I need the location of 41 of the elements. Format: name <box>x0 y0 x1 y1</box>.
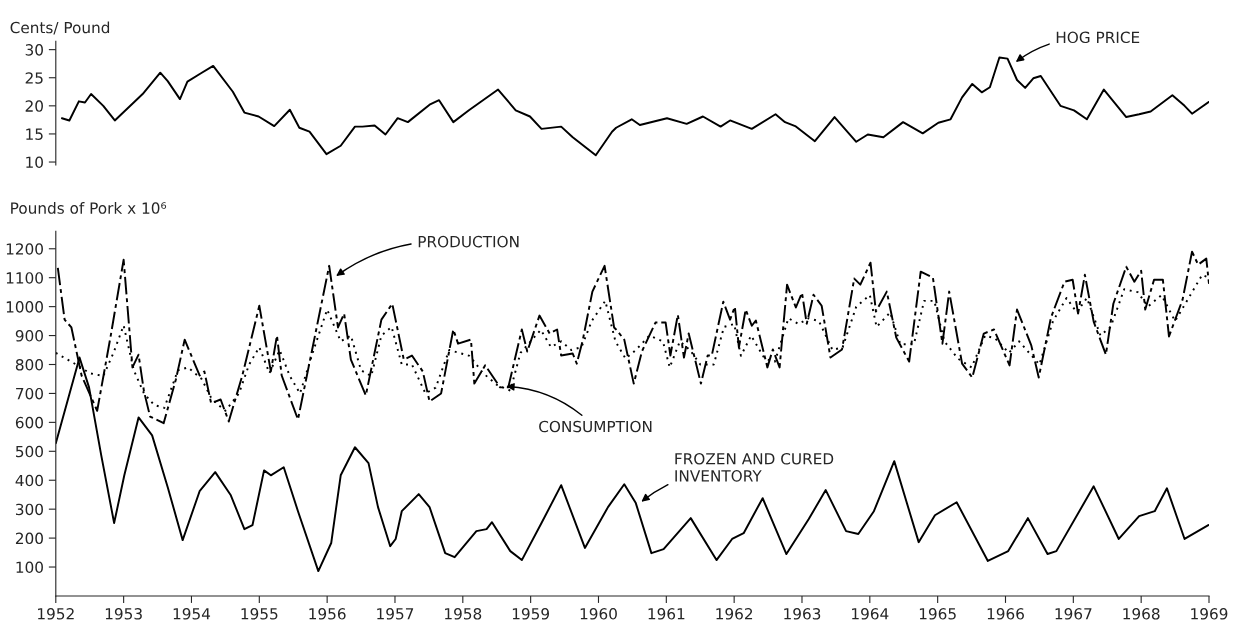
y-tick-label: 600 <box>15 416 43 429</box>
x-tick-label: 1954 <box>173 608 211 620</box>
annotation: PRODUCTION <box>418 235 519 248</box>
x-tick-label: 1960 <box>580 608 617 620</box>
y-tick-label: 20 <box>25 100 43 112</box>
y-tick-label: 15 <box>26 128 43 140</box>
y-tick-label: 1100 <box>6 272 43 284</box>
x-tick-label: 1964 <box>852 608 889 620</box>
y-tick-label: 400 <box>15 474 43 487</box>
y-tick-label: 200 <box>15 532 43 545</box>
annotation: FROZEN AND CURED INVENTORY <box>675 452 834 482</box>
y-axis-title: Cents/ Pound <box>10 21 110 35</box>
x-tick-label: 1955 <box>241 608 278 620</box>
x-tick-label: 1966 <box>987 608 1024 620</box>
y-tick-label: 25 <box>25 72 43 84</box>
x-tick-label: 1958 <box>445 608 482 620</box>
x-tick-label: 1967 <box>1055 608 1092 620</box>
x-tick-label: 1959 <box>512 608 550 620</box>
x-tick-label: 1965 <box>919 608 956 620</box>
y-tick-label: 30 <box>25 44 43 56</box>
y-tick-label: 1000 <box>6 301 43 313</box>
y-tick-label: 900 <box>15 330 43 342</box>
y-tick-label: 10 <box>26 156 43 169</box>
x-tick-label: 1953 <box>105 608 142 620</box>
y-tick-label: 500 <box>16 445 43 458</box>
x-tick-label: 1963 <box>784 608 821 620</box>
y-tick-label: 100 <box>16 561 43 574</box>
x-tick-label: 1969 <box>1191 608 1228 620</box>
x-tick-label: 1968 <box>1123 608 1160 620</box>
annotation: HOG PRICE <box>1056 31 1140 44</box>
y-tick-label: 1200 <box>6 243 43 255</box>
x-tick-label: 1957 <box>377 608 414 620</box>
x-tick-label: 1961 <box>648 608 685 620</box>
y-tick-label: 800 <box>15 358 43 371</box>
annotation: CONSUMPTION <box>539 420 652 433</box>
x-tick-label: 1956 <box>309 608 346 620</box>
y-axis-title: Pounds of Pork x 10⁶ <box>11 202 167 214</box>
y-tick-label: 300 <box>16 503 43 516</box>
y-tick-label: 700 <box>16 387 43 400</box>
x-tick-label: 1952 <box>38 608 74 620</box>
x-tick-label: 1962 <box>716 608 753 620</box>
